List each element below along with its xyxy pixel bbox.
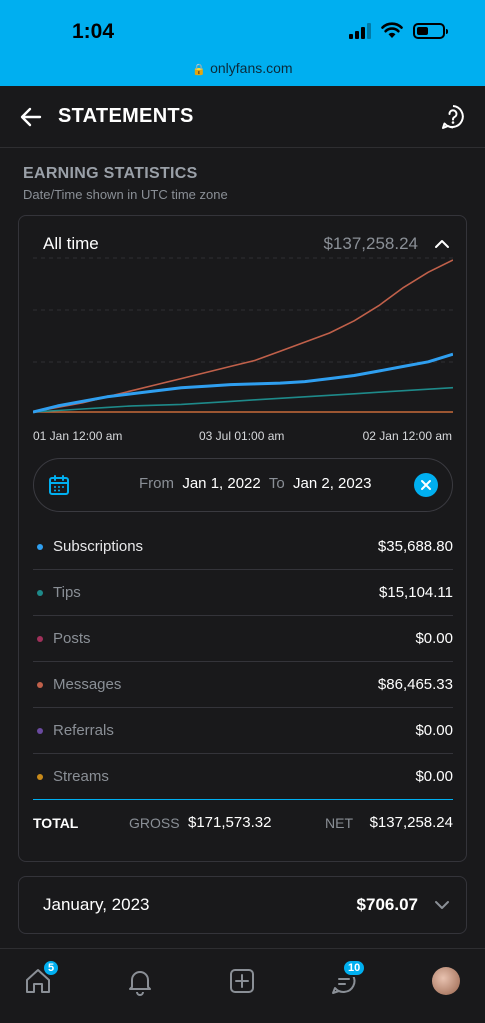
date-range-picker[interactable]: From Jan 1, 2022 To Jan 2, 2023 — [33, 458, 453, 512]
row-label: Messages — [53, 676, 122, 693]
x-tick-label: 01 Jan 12:00 am — [33, 429, 123, 443]
avatar[interactable] — [432, 967, 460, 995]
row-messages: Messages $86,465.33 — [33, 662, 453, 708]
back-arrow-icon[interactable] — [18, 104, 44, 130]
row-posts: Posts $0.00 — [33, 616, 453, 662]
row-label: Posts — [53, 630, 91, 647]
date-range-text[interactable]: From Jan 1, 2022 To Jan 2, 2023 — [139, 475, 371, 492]
net-label: NET — [325, 815, 353, 831]
messages-badge: 10 — [342, 959, 367, 977]
page-title: STATEMENTS — [58, 105, 194, 127]
row-label: Referrals — [53, 722, 114, 739]
total-label: TOTAL — [33, 815, 79, 831]
series-line — [33, 386, 453, 413]
row-streams: Streams $0.00 — [33, 754, 453, 800]
row-value: $0.00 — [415, 722, 453, 739]
gross-label: GROSS — [129, 815, 180, 831]
url-bar[interactable]: 🔒 onlyfans.com — [0, 60, 485, 76]
url-text: onlyfans.com — [210, 60, 293, 76]
series-line — [33, 352, 453, 414]
earnings-chart — [33, 257, 453, 414]
home-badge: 5 — [42, 959, 61, 977]
legend-dot — [37, 727, 43, 734]
legend-dot — [37, 589, 43, 596]
month-label: January, 2023 — [43, 895, 150, 914]
nav-messages[interactable]: 10 — [328, 959, 367, 997]
battery-icon — [413, 22, 448, 39]
earnings-card: All time $137,258.24 01 Jan 12:00 am 03 … — [18, 215, 467, 862]
status-bar: 1:04 🔒 onlyfans.com — [0, 0, 485, 86]
from-label: From — [139, 475, 174, 492]
legend-dot — [37, 635, 43, 642]
series-line — [33, 259, 453, 413]
row-value: $15,104.11 — [379, 584, 453, 601]
row-value: $86,465.33 — [377, 676, 453, 693]
row-referrals: Referrals $0.00 — [33, 708, 453, 754]
x-tick-label: 02 Jan 12:00 am — [362, 429, 452, 443]
section-subtitle: Date/Time shown in UTC time zone — [23, 187, 228, 202]
legend-dot — [37, 681, 43, 688]
to-label: To — [268, 475, 285, 492]
month-amount: $706.07 — [356, 895, 418, 914]
lock-icon: 🔒 — [192, 64, 207, 76]
summary-label[interactable]: All time — [43, 234, 99, 253]
summary-amount: $137,258.24 — [323, 234, 418, 253]
chevron-up-icon[interactable] — [432, 234, 452, 254]
status-time: 1:04 — [72, 20, 115, 43]
clear-date-button[interactable] — [414, 473, 438, 497]
help-icon[interactable] — [439, 103, 467, 131]
row-value: $0.00 — [415, 768, 453, 785]
x-tick-label: 03 Jul 01:00 am — [199, 429, 285, 443]
plus-square-icon — [230, 969, 254, 993]
net-value: $137,258.24 — [369, 814, 453, 831]
bottom-nav: 5 10 — [0, 948, 485, 1023]
row-value: $0.00 — [415, 630, 453, 647]
row-label: Tips — [53, 584, 81, 601]
page-header: STATEMENTS — [0, 86, 485, 148]
status-icons — [349, 22, 448, 39]
nav-add-post[interactable] — [226, 965, 258, 997]
row-tips: Tips $15,104.11 — [33, 570, 453, 616]
wifi-icon — [381, 22, 403, 38]
row-label: Streams — [53, 768, 109, 785]
row-label: Subscriptions — [53, 538, 144, 555]
gross-value: $171,573.32 — [188, 814, 272, 831]
home-icon — [26, 969, 50, 993]
nav-notifications[interactable] — [124, 965, 156, 997]
row-subscriptions: Subscriptions $35,688.80 — [33, 524, 453, 570]
month-statement[interactable]: January, 2023 $706.07 — [18, 876, 467, 934]
legend-dot — [37, 773, 43, 780]
close-icon — [421, 480, 431, 490]
bell-icon — [129, 971, 151, 996]
earnings-breakdown: Subscriptions $35,688.80 Tips $15,104.11… — [33, 524, 453, 800]
total-row: TOTAL GROSS $171,573.32 NET $137,258.24 — [33, 812, 453, 836]
calendar-icon[interactable] — [47, 473, 71, 497]
section-title: EARNING STATISTICS — [23, 165, 198, 182]
nav-home[interactable]: 5 — [22, 959, 61, 997]
to-date[interactable]: Jan 2, 2023 — [293, 475, 372, 492]
from-date[interactable]: Jan 1, 2022 — [182, 475, 261, 492]
row-value: $35,688.80 — [377, 538, 453, 555]
chevron-down-icon[interactable] — [432, 895, 452, 915]
signal-icon — [349, 22, 371, 39]
legend-dot — [37, 543, 43, 550]
